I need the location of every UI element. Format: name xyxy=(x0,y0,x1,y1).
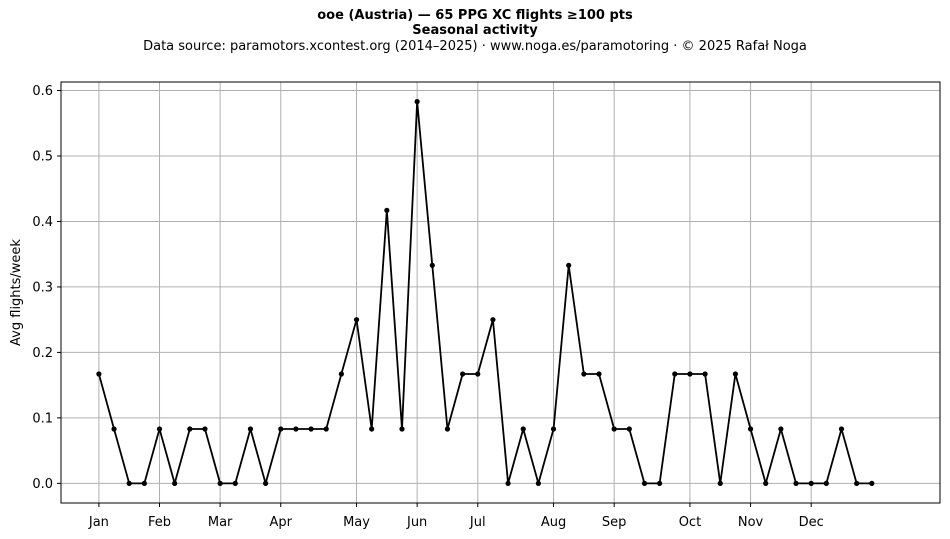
x-tick-label: Jul xyxy=(469,515,486,530)
data-point xyxy=(854,480,860,486)
data-point xyxy=(399,426,405,432)
x-tick-label: Jun xyxy=(406,515,427,530)
data-point xyxy=(611,426,617,432)
chart-title: ooe (Austria) — 65 PPG XC flights ≥100 p… xyxy=(317,8,633,23)
data-point xyxy=(217,480,223,486)
data-point xyxy=(626,426,632,432)
data-point xyxy=(278,426,284,432)
data-point xyxy=(384,207,390,213)
data-point xyxy=(460,371,466,377)
y-tick-label: 0.6 xyxy=(32,84,53,99)
data-point xyxy=(793,480,799,486)
data-point xyxy=(323,426,329,432)
data-point xyxy=(111,426,117,432)
data-point xyxy=(672,371,678,377)
data-point xyxy=(778,426,784,432)
data-point xyxy=(475,371,481,377)
data-point xyxy=(126,480,132,486)
data-point xyxy=(369,426,375,432)
data-point xyxy=(869,480,875,486)
chart-subtitle: Seasonal activity xyxy=(412,23,538,38)
x-tick-label: Oct xyxy=(679,515,701,530)
data-point xyxy=(535,480,541,486)
x-tick-label: Apr xyxy=(270,515,293,530)
data-point xyxy=(96,371,102,377)
data-point xyxy=(293,426,299,432)
data-point xyxy=(763,480,769,486)
x-tick-label: Aug xyxy=(541,515,566,530)
data-point xyxy=(505,480,511,486)
data-point xyxy=(596,371,602,377)
y-axis-label: Avg flights/week xyxy=(9,239,24,346)
data-point xyxy=(202,426,208,432)
grid-lines xyxy=(61,82,940,503)
data-point xyxy=(429,262,435,268)
y-axis-ticks: 0.0 0.1 0.2 0.3 0.4 0.5 0.6 xyxy=(32,84,61,492)
y-tick-label: 0.3 xyxy=(32,280,53,295)
data-point xyxy=(838,426,845,432)
data-point xyxy=(247,426,254,432)
data-point xyxy=(808,480,814,486)
data-point xyxy=(581,371,587,377)
y-tick-label: 0.5 xyxy=(32,149,53,164)
x-tick-label: Mar xyxy=(208,515,233,530)
y-tick-label: 0.1 xyxy=(32,411,53,426)
data-point xyxy=(187,426,193,432)
data-point xyxy=(156,426,163,432)
series-points xyxy=(96,99,875,486)
series-line xyxy=(98,100,872,485)
data-point xyxy=(414,99,420,105)
data-point xyxy=(702,371,708,377)
y-tick-label: 0.4 xyxy=(32,215,53,230)
data-point xyxy=(641,480,648,486)
x-tick-label: May xyxy=(343,515,370,530)
data-point xyxy=(490,317,496,323)
x-tick-label: Feb xyxy=(148,515,171,530)
data-point xyxy=(717,480,723,486)
x-tick-label: Sep xyxy=(602,515,627,530)
data-point xyxy=(353,317,360,323)
y-tick-label: 0.0 xyxy=(32,477,53,492)
chart-source-note: Data source: paramotors.xcontest.org (20… xyxy=(143,39,807,54)
data-point xyxy=(747,426,754,432)
x-tick-label: Dec xyxy=(799,515,824,530)
data-point xyxy=(444,426,451,432)
x-tick-label: Jan xyxy=(88,515,109,530)
data-point xyxy=(550,426,557,432)
data-point xyxy=(732,371,739,377)
x-axis-ticks: Jan Feb Mar Apr May Jun Jul Aug Sep Oct Nov Dec xyxy=(88,503,824,530)
series-polyline xyxy=(98,100,872,485)
data-point xyxy=(687,371,693,377)
data-point xyxy=(338,371,344,377)
data-point xyxy=(566,262,572,268)
data-point xyxy=(823,480,829,486)
data-point xyxy=(520,426,526,432)
plot-frame xyxy=(60,81,941,504)
data-point xyxy=(232,480,238,486)
data-point xyxy=(172,480,178,486)
data-point xyxy=(262,480,269,486)
data-point xyxy=(657,480,663,486)
data-point xyxy=(308,426,314,432)
chart-title-block: ooe (Austria) — 65 PPG XC flights ≥100 p… xyxy=(0,8,950,55)
x-tick-label: Nov xyxy=(738,515,764,530)
y-tick-label: 0.2 xyxy=(32,346,53,361)
data-point xyxy=(141,480,147,486)
